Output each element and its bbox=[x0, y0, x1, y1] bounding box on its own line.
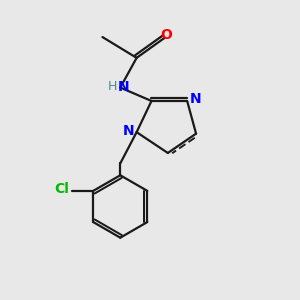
Text: N: N bbox=[117, 80, 129, 94]
Text: H: H bbox=[107, 80, 117, 94]
Text: Cl: Cl bbox=[55, 182, 70, 197]
Text: N: N bbox=[122, 124, 134, 138]
Text: N: N bbox=[190, 92, 201, 106]
Text: O: O bbox=[160, 28, 172, 42]
